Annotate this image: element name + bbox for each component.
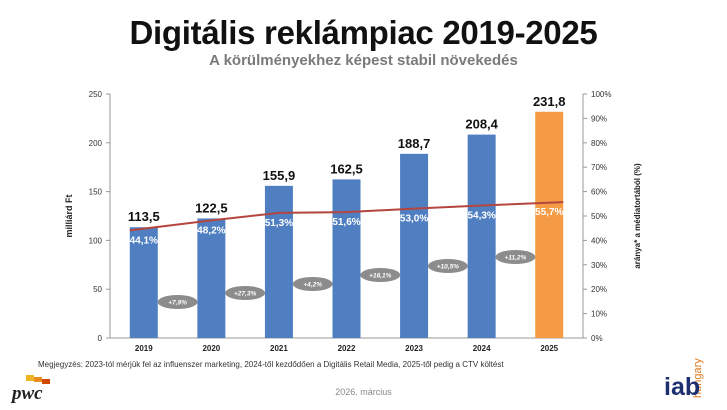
growth-label: +4,2%	[303, 282, 322, 289]
x-tick-label: 2021	[270, 344, 288, 353]
growth-bubble	[360, 268, 401, 282]
growth-label: +11,2%	[505, 255, 527, 262]
bar-value-label: 122,5	[195, 200, 228, 215]
y-tick-label: 200	[89, 139, 103, 148]
bar-value-label: 188,7	[398, 136, 431, 151]
bar-value-label: 155,9	[263, 168, 296, 183]
share-label: 48,2%	[197, 225, 225, 236]
x-tick-label: 2023	[405, 344, 423, 353]
growth-label: +10,5%	[437, 264, 459, 271]
bar	[197, 218, 226, 338]
bar-value-label: 208,4	[465, 117, 498, 132]
x-tick-label: 2024	[473, 344, 491, 353]
y2-tick-label: 50%	[591, 212, 607, 221]
share-label: 54,3%	[467, 211, 495, 222]
x-tick-label: 2022	[338, 344, 356, 353]
share-label: 51,3%	[265, 218, 293, 229]
share-label: 55,7%	[535, 207, 563, 218]
bar	[400, 153, 429, 338]
y-tick-label: 50	[93, 285, 102, 294]
y-tick-label: 0	[98, 334, 103, 343]
growth-label: +16,1%	[369, 273, 391, 280]
growth-bubble	[292, 277, 333, 291]
growth-bubble	[427, 259, 468, 273]
y2-tick-label: 30%	[591, 261, 607, 270]
growth-bubble	[225, 286, 266, 300]
x-tick-label: 2020	[202, 344, 220, 353]
y2-tick-label: 10%	[591, 310, 607, 319]
y2-tick-label: 80%	[591, 139, 607, 148]
bar	[332, 179, 361, 338]
bar	[129, 227, 158, 338]
y2-tick-label: 40%	[591, 236, 607, 245]
y-tick-label: 100	[89, 236, 103, 245]
footnote: Megjegyzés: 2023-tól mérjük fel az influ…	[38, 360, 504, 369]
share-label: 53,0%	[400, 214, 428, 225]
y2-axis-title: aránya* a médiatortából (%)	[633, 163, 642, 269]
pwc-logo-mark	[26, 375, 50, 384]
chart-subtitle: A körülményekhez képest stabil növekedés	[209, 52, 518, 69]
growth-bubble	[157, 295, 198, 309]
share-label: 44,1%	[130, 235, 158, 246]
y2-tick-label: 0%	[591, 334, 603, 343]
bar	[535, 111, 564, 338]
y2-tick-label: 70%	[591, 163, 607, 172]
y-tick-label: 150	[89, 188, 103, 197]
share-line	[129, 201, 564, 232]
pwc-logo-text: pwc	[12, 383, 43, 404]
bar-value-label: 231,8	[533, 94, 566, 109]
y2-tick-label: 20%	[591, 285, 607, 294]
bar-value-label: 113,5	[128, 209, 160, 224]
growth-bubble	[495, 250, 536, 264]
growth-label: +27,3%	[234, 291, 256, 298]
bar	[467, 134, 496, 338]
x-tick-label: 2025	[540, 344, 558, 353]
pwc-logo: pwc	[12, 375, 72, 410]
y-tick-label: 250	[89, 90, 103, 99]
chart-title: Digitális reklámpiac 2019-2025	[129, 14, 598, 51]
iab-logo: hungary iab	[664, 352, 724, 404]
bar	[264, 185, 293, 338]
y2-tick-label: 60%	[591, 188, 607, 197]
y2-tick-label: 100%	[591, 90, 611, 99]
share-label: 51,6%	[332, 217, 360, 228]
y-axis-title: milliárd Ft	[64, 194, 74, 237]
report-date: 2026. március	[335, 387, 392, 397]
bar-value-label: 162,5	[330, 161, 363, 176]
y2-tick-label: 90%	[591, 114, 607, 123]
iab-logo-text: iab	[664, 373, 701, 401]
x-tick-label: 2019	[135, 344, 153, 353]
growth-label: +7,9%	[168, 300, 187, 307]
bar-line-chart: 0 50 100 150 200 250 0% 10% 20% 30% 40% 50% 60% 70% 80…	[64, 90, 642, 353]
